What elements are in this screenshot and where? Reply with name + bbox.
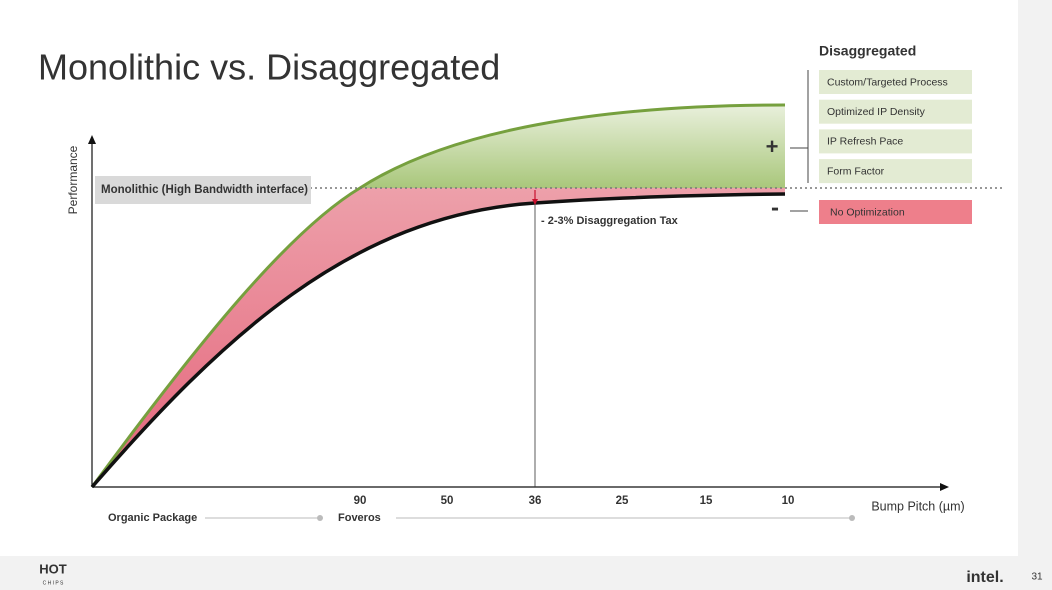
plus-box	[819, 159, 972, 184]
y-arrow	[88, 135, 96, 144]
packaging-dot	[317, 515, 323, 521]
x-arrow	[940, 483, 949, 491]
page-number: 31	[1031, 572, 1043, 583]
x-tick-label: 15	[700, 495, 713, 507]
minus-item: No Optimization	[830, 206, 905, 218]
tax-area	[92, 188, 785, 487]
logo-bottom: C H I P S	[43, 580, 64, 586]
plus-box	[819, 70, 972, 94]
tax-arrow-head	[532, 199, 538, 205]
x-tick-label: 90	[354, 495, 367, 507]
plus-item: Optimized IP Density	[827, 106, 926, 118]
brand: intel.	[966, 569, 1003, 586]
minus-sign: -	[771, 194, 779, 221]
plus-sign: +	[766, 134, 779, 159]
packaging-dot	[849, 515, 855, 521]
x-tick-label: 36	[529, 495, 542, 507]
x-axis-label: Bump Pitch (µm)	[871, 499, 964, 513]
logo-top: HOT	[39, 561, 67, 576]
plus-item: Custom/Targeted Process	[827, 76, 948, 88]
side-strip	[1018, 0, 1052, 590]
gain-area	[360, 105, 785, 188]
monolithic-curve	[90, 192, 786, 489]
packaging-label: Foveros	[338, 512, 381, 524]
x-tick-label: 25	[616, 495, 629, 507]
reference-box	[95, 176, 311, 204]
plus-item: Form Factor	[827, 165, 885, 177]
footer-strip	[0, 556, 1052, 590]
plus-item: IP Refresh Pace	[827, 136, 903, 148]
title: Monolithic vs. Disaggregated	[38, 47, 500, 88]
annotation: - 2-3% Disaggregation Tax	[541, 215, 679, 227]
reference-label: Monolithic (High Bandwidth interface)	[101, 184, 308, 196]
y-axis-label: Performance	[66, 145, 80, 214]
plus-box	[819, 99, 972, 124]
packaging-label: Organic Package	[108, 512, 197, 524]
plus-box	[819, 129, 972, 154]
sidebar-title: Disaggregated	[819, 43, 916, 59]
minus-box	[819, 200, 972, 224]
x-tick-label: 10	[782, 495, 795, 507]
x-tick-label: 50	[441, 495, 454, 507]
